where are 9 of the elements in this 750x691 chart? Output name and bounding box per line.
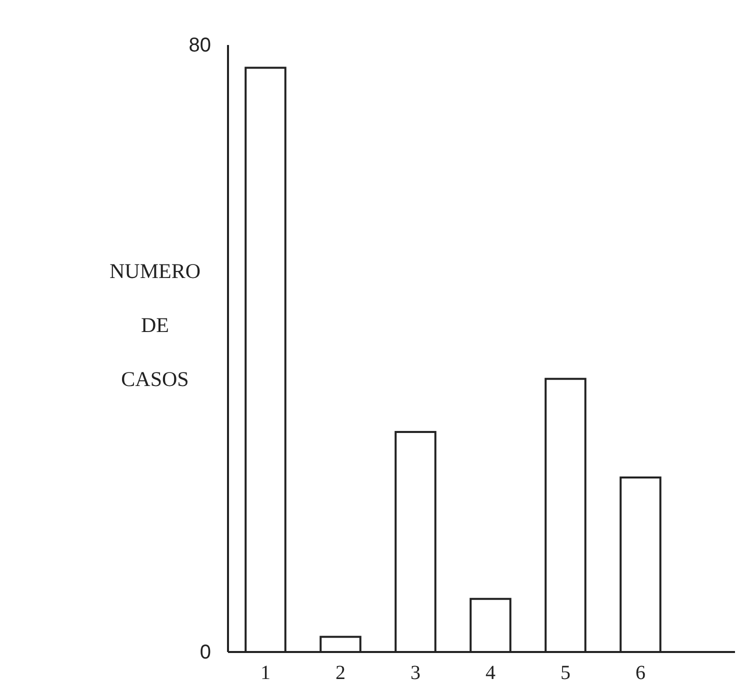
x-tick-label: 6 bbox=[636, 662, 646, 684]
x-tick-label: 3 bbox=[410, 662, 420, 684]
x-tick-label: 5 bbox=[560, 662, 570, 684]
x-tick-label: 1 bbox=[260, 662, 270, 684]
x-tick-label: 4 bbox=[486, 662, 496, 684]
y-tick-label: 0 bbox=[200, 641, 211, 664]
text: NUMERO DE CASOS bbox=[109, 259, 201, 391]
y-tick-label: 80 bbox=[188, 34, 211, 56]
x-tick-label: 2 bbox=[336, 662, 346, 684]
